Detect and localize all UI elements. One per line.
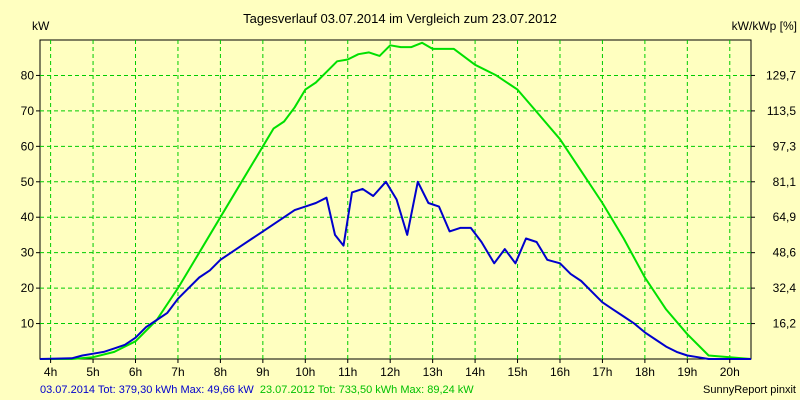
y-tick-label-left: 50	[21, 175, 35, 189]
y-axis-label-right: kW/kWp [%]	[732, 19, 797, 33]
y-tick-label-left: 20	[21, 281, 35, 295]
ticks: 4h 5h 6h 7h 8h 9h 10h 11h 12h 13h 14h 15h 16h 17h 18h 1…	[21, 68, 797, 379]
y-tick-label-left: 80	[21, 68, 35, 82]
y-axis-label-left: kW	[32, 19, 50, 33]
x-tick-label: 14h	[465, 365, 485, 379]
y-tick-label-right: 48,6	[773, 246, 797, 260]
y-tick-label-right: 97,3	[773, 139, 797, 153]
x-tick-label: 10h	[295, 365, 315, 379]
y-tick-label-left: 60	[21, 139, 35, 153]
x-tick-label: 6h	[129, 365, 142, 379]
x-tick-label: 5h	[86, 365, 99, 379]
y-tick-label-right: 81,1	[773, 175, 797, 189]
y-tick-label-left: 30	[21, 246, 35, 260]
x-tick-label: 11h	[338, 365, 357, 379]
x-tick-label: 4h	[44, 365, 57, 379]
x-tick-label: 9h	[256, 365, 269, 379]
series-line-23.07.2012	[40, 41, 752, 360]
x-tick-label: 8h	[214, 365, 227, 379]
x-tick-label: 7h	[171, 365, 184, 379]
y-tick-label-left: 10	[21, 317, 35, 331]
legend-series-2: 23.07.2012 Tot: 733,50 kWh Max: 89,24 kW	[260, 384, 474, 396]
credit-label: SunnyReport pinxit	[703, 384, 796, 396]
y-tick-label-left: 40	[21, 210, 35, 224]
x-tick-label: 13h	[423, 365, 443, 379]
x-tick-label: 20h	[720, 365, 740, 379]
y-tick-label-right: 113,5	[767, 104, 796, 118]
x-tick-label: 17h	[592, 365, 612, 379]
y-tick-label-right: 64,9	[773, 210, 797, 224]
x-tick-label: 16h	[550, 365, 570, 379]
chart-title: Tagesverlauf 03.07.2014 im Vergleich zum…	[243, 11, 557, 26]
y-tick-label-right: 16,2	[773, 317, 797, 331]
x-tick-label: 12h	[380, 365, 400, 379]
y-tick-label-left: 70	[21, 104, 35, 118]
y-tick-label-right: 32,4	[773, 281, 797, 295]
footer-legend: 03.07.2014 Tot: 379,30 kWh Max: 49,66 kW…	[40, 384, 474, 396]
y-tick-label-right: 129,7	[766, 68, 796, 82]
x-tick-label: 15h	[508, 365, 528, 379]
series-group	[39, 41, 752, 360]
x-tick-label: 19h	[677, 365, 697, 379]
series-line-03.07.2014	[39, 180, 751, 360]
legend-series-1: 03.07.2014 Tot: 379,30 kWh Max: 49,66 kW	[40, 384, 254, 396]
x-tick-label: 18h	[635, 365, 655, 379]
